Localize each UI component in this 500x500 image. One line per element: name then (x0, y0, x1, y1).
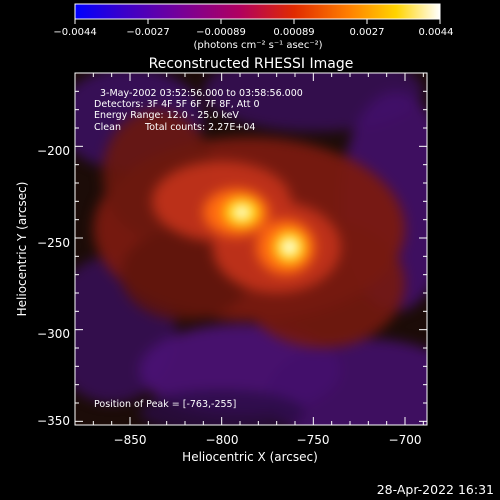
x-tick-label: −800 (206, 433, 239, 447)
colorbar-ticks (74, 19, 441, 24)
colorbar-tick-label: −0.0027 (126, 27, 169, 38)
x-tick-labels: −850 −800 −750 −700 (114, 433, 422, 447)
x-axis-label: Heliocentric X (arcsec) (182, 450, 318, 464)
y-tick-label: −250 (37, 236, 70, 250)
energy-annotation: Energy Range: 12.0 - 25.0 keV (94, 110, 239, 121)
colorbar-tick-label: 0.0027 (350, 27, 385, 38)
y-tick-label: −350 (37, 414, 70, 428)
x-tick-label: −750 (297, 433, 330, 447)
y-tick-labels: −200 −250 −300 −350 (37, 144, 70, 428)
x-tick-label: −850 (114, 433, 147, 447)
counts-annotation: Total counts: 2.27E+04 (144, 122, 255, 133)
x-tick-label: −700 (389, 433, 422, 447)
colorbar-tick-labels: −0.0044 −0.0027 −0.00089 0.00089 0.0027 … (53, 27, 453, 38)
heatmap-blob (232, 205, 251, 220)
peak-position-annotation: Position of Peak = [-763,-255] (94, 399, 236, 410)
heatmap-image (75, 73, 427, 425)
detectors-annotation: Detectors: 3F 4F 5F 6F 7F 8F, Att 0 (94, 99, 260, 110)
heatmap-blob (267, 338, 427, 425)
colorbar-tick-label: 0.0044 (419, 27, 454, 38)
colorbar-tick-label: −0.0044 (53, 27, 96, 38)
heatmap-blob (280, 238, 299, 257)
y-axis-label: Heliocentric Y (arcsec) (15, 182, 29, 317)
clean-annotation: Clean (94, 122, 121, 133)
time-range-annotation: 3-May-2002 03:52:56.000 to 03:58:56.000 (100, 88, 303, 99)
axis-ticks (75, 73, 427, 425)
y-tick-label: −200 (37, 144, 70, 158)
heatmap-blob (139, 390, 305, 425)
colorbar-tick-label: −0.00089 (196, 27, 246, 38)
y-tick-label: −300 (37, 327, 70, 341)
colorbar-units: (photons cm⁻² s⁻¹ asec⁻²) (193, 40, 322, 51)
colorbar-tick-label: 0.00089 (273, 27, 314, 38)
plot-frame (74, 72, 428, 426)
colorbar (74, 3, 441, 20)
footer-timestamp: 28-Apr-2022 16:31 (377, 482, 494, 497)
chart-title: Reconstructed RHESSI Image (149, 56, 354, 72)
